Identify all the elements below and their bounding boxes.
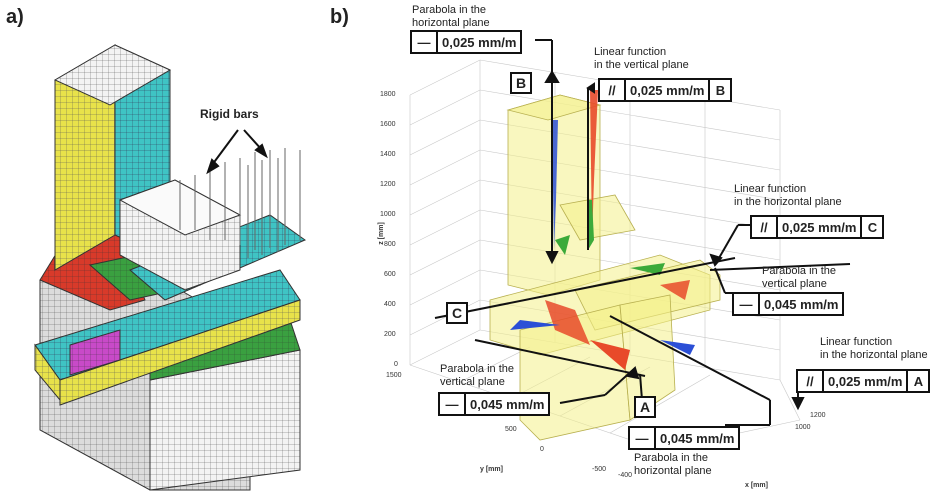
z-tick: 200 [384,331,396,338]
annotation-line: in the horizontal plane [820,349,928,361]
annotation-line: Linear function [734,183,807,195]
z-tick: 1000 [380,211,396,218]
tolerance-symbol: — [734,294,760,314]
tolerance-value: 0,045 mm/m [660,430,735,446]
annotation-line: vertical plane [440,376,505,388]
tolerance-frame-t7: — 0,045 mm/m [628,426,741,450]
panel-a-label: a) [6,6,24,28]
annotation-line: Linear function [594,46,667,58]
fem-model-illustration [34,44,307,491]
y-tick: -500 [592,466,607,473]
annotation-line: Parabola in the [762,265,836,277]
x-tick: -400 [618,472,633,479]
annotation-line: Parabola in the [634,452,708,464]
tolerance-frame-t6: — 0,045 mm/m [438,392,551,416]
annotation-line: horizontal plane [634,465,712,477]
tolerance-symbol: // [798,371,824,391]
tolerance-value: 0,025 mm/m [630,82,705,98]
x-axis-label: x [mm] [745,482,768,489]
tolerance-value: 0,045 mm/m [764,296,839,312]
tolerance-datum-ref: B [708,80,730,100]
annotation-line: in the vertical plane [594,59,689,71]
annotation-linear-vertical: Linear function in the vertical plane [594,46,689,72]
tolerance-value: 0,025 mm/m [828,373,903,389]
datum-b: B [510,72,532,94]
tolerance-symbol: // [600,80,626,100]
tolerance-frame-t3: // 0,025 mm/m C [750,215,885,239]
tolerance-datum-ref: C [860,217,882,237]
datum-a: A [634,396,656,418]
datum-c: C [446,302,468,324]
tolerance-value: 0,025 mm/m [782,219,857,235]
z-axis-label: z [mm] [377,222,385,245]
annotation-line: Linear function [820,336,893,348]
y-tick: 500 [505,426,517,433]
tolerance-symbol: — [440,394,466,414]
tolerance-frame-t2: // 0,025 mm/m B [598,78,733,102]
tolerance-frame-t5: // 0,025 mm/m A [796,369,931,393]
tolerance-symbol: — [412,32,438,52]
x-tick: 1200 [810,412,826,419]
z-tick: 800 [384,241,396,248]
tolerance-frame-t4: — 0,045 mm/m [732,292,845,316]
panel-a: a) [0,0,330,496]
tolerance-symbol: — [630,428,656,448]
z-tick: 1200 [380,181,396,188]
tolerance-frame-t1: — 0,025 mm/m [410,30,523,54]
y-tick: 1500 [386,372,402,379]
annotation-line: Parabola in the [440,363,514,375]
tolerance-value: 0,045 mm/m [470,396,545,412]
z-tick: 1400 [380,151,396,158]
annotation-linear-horizontal-c: Linear function in the horizontal plane [734,183,842,209]
tolerance-datum-ref: A [906,371,928,391]
z-tick: 1600 [380,121,396,128]
annotation-parabola-vertical-left: Parabola in the vertical plane [440,363,514,389]
annotation-line: horizontal plane [412,17,490,29]
tolerance-symbol: // [752,217,778,237]
annotation-line: Parabola in the [412,4,486,16]
x-tick: 1000 [795,424,811,431]
annotation-parabola-horizontal-bottom: Parabola in the horizontal plane [634,452,712,478]
annotation-line: vertical plane [762,278,827,290]
panel-b: b) [330,0,948,496]
annotation-line: in the horizontal plane [734,196,842,208]
z-tick: 600 [384,271,396,278]
annotation-linear-horizontal-a: Linear function in the horizontal plane [820,336,928,362]
z-tick: 0 [394,361,398,368]
z-tick: 400 [384,301,396,308]
rigid-bars-label: Rigid bars [200,107,259,121]
y-tick: 0 [540,446,544,453]
y-axis-label: y [mm] [480,466,503,473]
geometric-tolerance-diagram [409,39,851,451]
panel-b-label: b) [330,6,349,28]
z-tick: 1800 [380,91,396,98]
annotation-parabola-vertical-right: Parabola in the vertical plane [762,265,836,291]
tolerance-value: 0,025 mm/m [442,34,517,50]
annotation-parabola-horizontal-top: Parabola in the horizontal plane [412,4,490,30]
